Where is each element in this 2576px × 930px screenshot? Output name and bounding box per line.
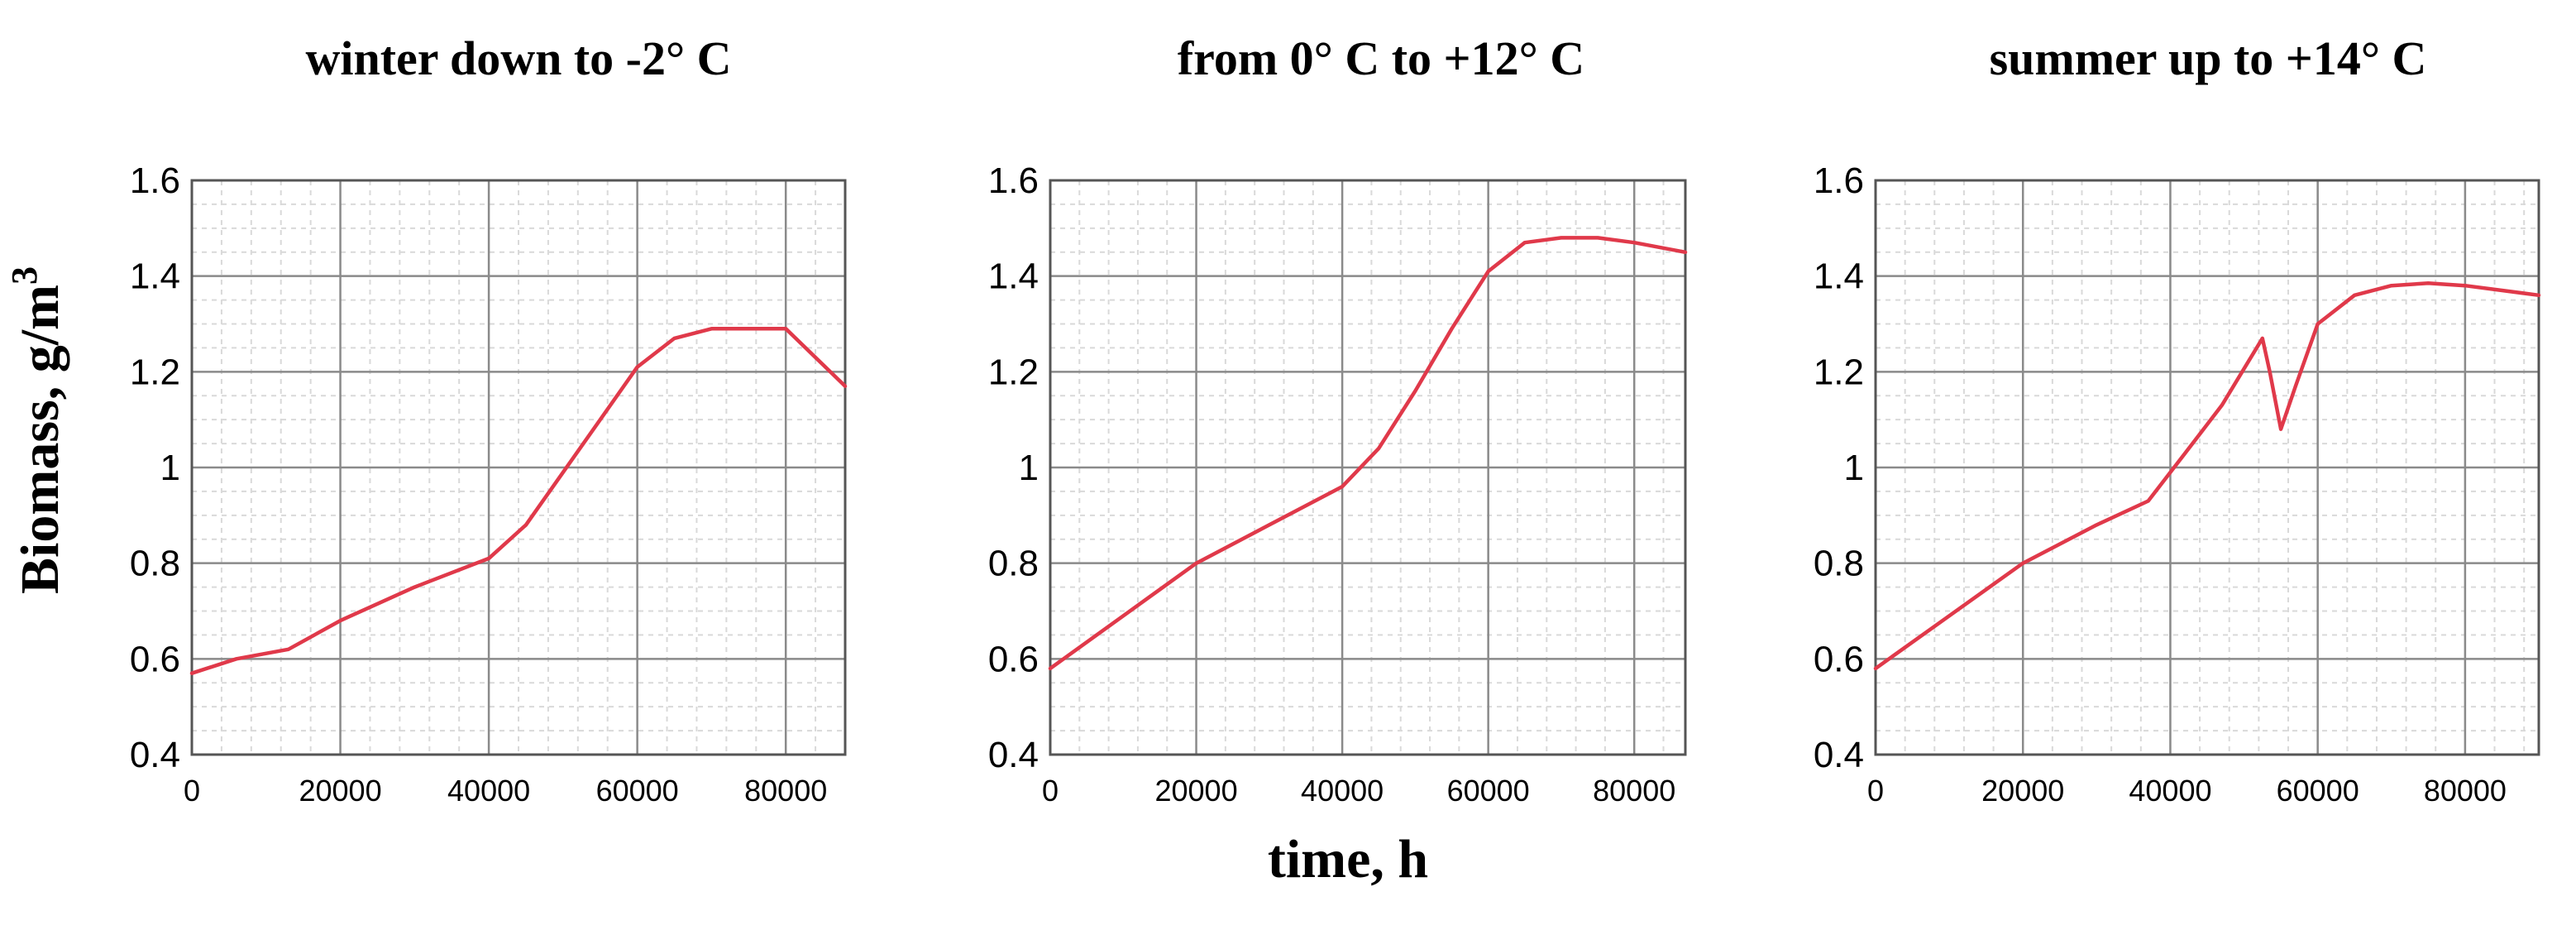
x-tick-label: 60000 bbox=[596, 774, 679, 808]
y-tick-label: 0.4 bbox=[988, 735, 1039, 775]
x-axis-label: time, h bbox=[1268, 829, 1428, 889]
y-tick-label: 1.6 bbox=[130, 161, 180, 201]
y-tick-label: 1 bbox=[1844, 448, 1864, 488]
plot-frame bbox=[190, 179, 847, 756]
y-tick-label: 0.4 bbox=[130, 735, 180, 775]
y-axis-label: Biomass, g/m3 bbox=[4, 266, 70, 594]
panel-title: from 0° C to +12° C bbox=[1178, 31, 1584, 85]
panel-winter: 0 20000 40000 60000 80000 0.4 0.6 0.8 1 1.2 1.4 1.6… bbox=[130, 31, 848, 808]
plot-frame bbox=[1874, 179, 2540, 756]
y-tick-label: 1.2 bbox=[1814, 352, 1864, 392]
y-tick-label: 0.8 bbox=[1814, 544, 1864, 584]
x-tick-label: 0 bbox=[1042, 774, 1059, 808]
y-tick-label: 1.2 bbox=[988, 352, 1039, 392]
x-tick-label: 80000 bbox=[2424, 774, 2507, 808]
y-axis-label-superscript: 3 bbox=[4, 266, 45, 285]
x-tick-label: 80000 bbox=[1593, 774, 1675, 808]
y-tick-label: 0.8 bbox=[988, 544, 1039, 584]
x-tick-label: 20000 bbox=[299, 774, 381, 808]
y-tick-label: 1.4 bbox=[988, 256, 1039, 297]
y-tick-label: 1.6 bbox=[988, 161, 1039, 201]
y-tick-label: 1 bbox=[160, 448, 180, 488]
x-tick-label: 0 bbox=[184, 774, 200, 808]
y-tick-label: 0.6 bbox=[988, 639, 1039, 679]
y-tick-label: 1 bbox=[1019, 448, 1039, 488]
y-tick-label: 1.6 bbox=[1814, 161, 1864, 201]
series-line-biomass bbox=[1048, 236, 1688, 671]
y-tick-label: 1.4 bbox=[130, 256, 180, 297]
x-tick-label: 80000 bbox=[744, 774, 827, 808]
x-tick-label: 40000 bbox=[2129, 774, 2211, 808]
x-tick-label: 20000 bbox=[1154, 774, 1237, 808]
plot-frame bbox=[1049, 179, 1687, 756]
y-tick-label: 1.4 bbox=[1814, 256, 1864, 297]
x-tick-label: 0 bbox=[1867, 774, 1884, 808]
y-axis-label-text: Biomass, g/m bbox=[10, 285, 70, 594]
y-tick-label: 0.8 bbox=[130, 544, 180, 584]
x-tick-label: 60000 bbox=[2277, 774, 2359, 808]
panel-title: winter down to -2° C bbox=[305, 31, 731, 85]
x-tick-label: 60000 bbox=[1447, 774, 1530, 808]
x-tick-label: 40000 bbox=[1301, 774, 1384, 808]
y-tick-label: 0.6 bbox=[1814, 639, 1864, 679]
panel-summer: 0 20000 40000 60000 80000 0.4 0.6 0.8 1 1.2 1.4 1.6… bbox=[1814, 31, 2541, 808]
y-tick-label: 1.2 bbox=[130, 352, 180, 392]
y-tick-label: 0.4 bbox=[1814, 735, 1864, 775]
series-line-biomass bbox=[1873, 281, 2541, 671]
y-tick-label: 0.6 bbox=[130, 639, 180, 679]
series-line-biomass bbox=[189, 327, 848, 675]
x-tick-label: 40000 bbox=[447, 774, 530, 808]
panel-mid-temperature: 0 20000 40000 60000 80000 0.4 0.6 0.8 1 1.2 1.4 1.6… bbox=[988, 31, 1688, 808]
x-tick-label: 20000 bbox=[1981, 774, 2064, 808]
panel-title: summer up to +14° C bbox=[1990, 31, 2427, 85]
